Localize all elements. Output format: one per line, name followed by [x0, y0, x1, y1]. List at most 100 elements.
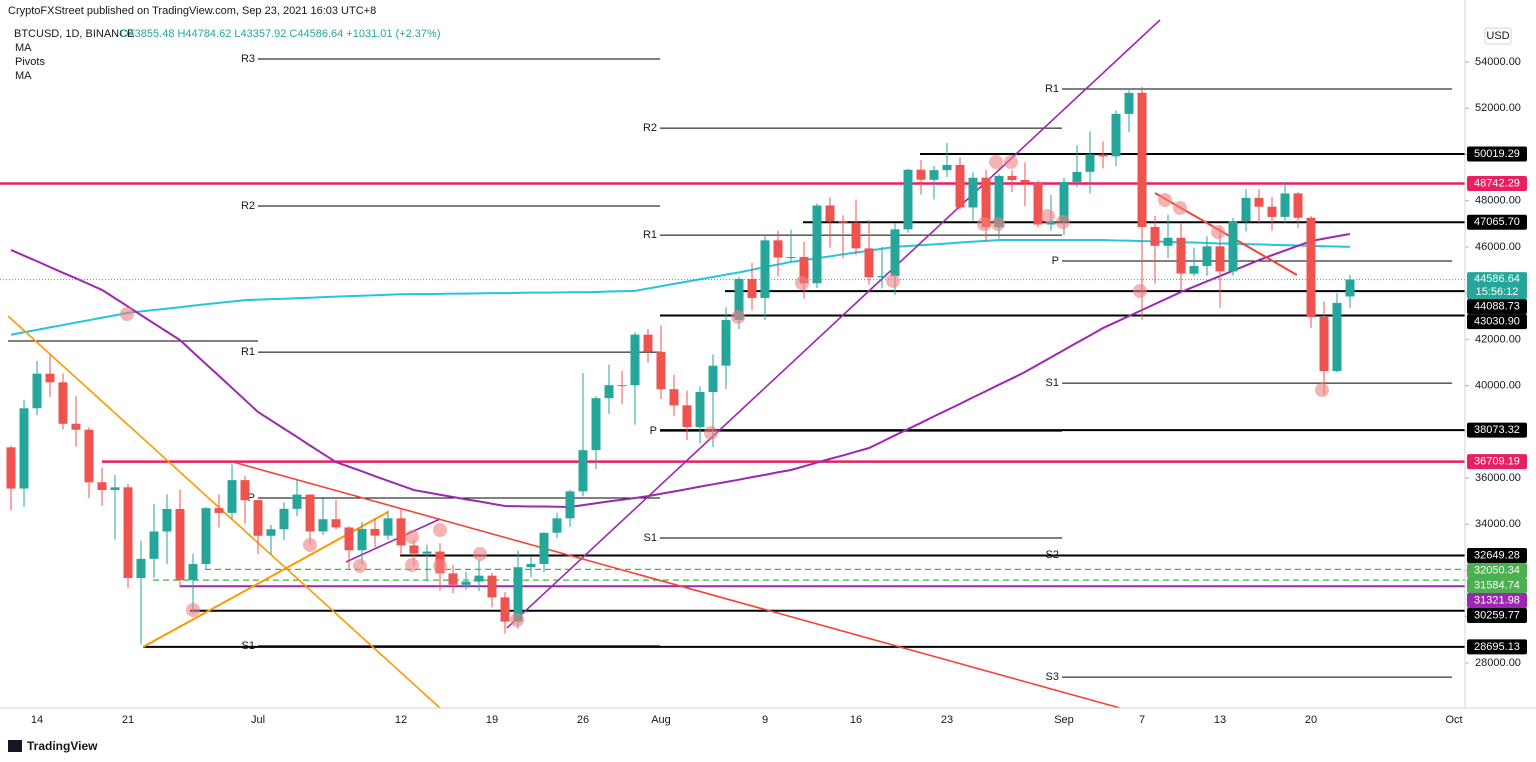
x-tick-label: Oct [1445, 714, 1462, 726]
candle-body [45, 373, 55, 383]
level-label: 30259.77 [1474, 609, 1520, 621]
candle-body [19, 408, 29, 489]
currency[interactable]: USD [1486, 30, 1509, 42]
moving-average [10, 232, 1351, 508]
level-label: 32050.34 [1474, 564, 1520, 576]
candle-body [71, 423, 81, 430]
trend-line [232, 461, 1121, 708]
candle-body [448, 573, 458, 585]
candle-body [708, 365, 718, 393]
levels-layer: R3R2R1PS1R2R1PS1R1PS1S2S3 [0, 53, 1465, 683]
candle-body [1111, 113, 1121, 157]
price-label-box [1467, 548, 1527, 564]
candle-body [97, 482, 107, 491]
pivot-label: R1 [241, 346, 255, 358]
candle-body [422, 551, 432, 554]
published-note: CryptoFXStreet published on TradingView.… [8, 5, 376, 17]
candle-body [1046, 221, 1056, 225]
candle-body [461, 581, 471, 585]
marker-circle [886, 274, 900, 288]
candle-body [669, 389, 679, 406]
candle-body [149, 531, 159, 559]
candle-body [760, 240, 770, 298]
y-tick-label: 40000.00 [1475, 380, 1521, 392]
symbol: BTCUSD, 1D, BINANCE [14, 28, 134, 40]
price-label-box [1467, 593, 1527, 609]
x-tick-label: 14 [31, 714, 43, 726]
x-tick-label: 13 [1214, 714, 1226, 726]
marker-circle [1173, 201, 1187, 215]
candle-body [1163, 237, 1173, 246]
pivot-label: S1 [242, 640, 255, 652]
candle-body [929, 170, 939, 180]
ohlc-legend: O43855.48 H44784.62 L43357.92 C44586.64 … [120, 28, 441, 40]
candle-body [955, 164, 965, 208]
candle-body [84, 429, 94, 483]
price-label-box [1467, 214, 1527, 230]
currency-box[interactable] [1484, 27, 1512, 45]
candle-body [903, 169, 913, 230]
candle-body [682, 405, 692, 428]
pivot-label: R2 [643, 122, 657, 134]
candle-body [864, 248, 874, 278]
candle-body [162, 508, 172, 532]
candle-body [1332, 302, 1342, 372]
last-price-label: 44586.64 [1474, 273, 1520, 285]
candle-body [721, 320, 731, 366]
candle-body [877, 276, 887, 278]
marker-circle [977, 217, 991, 231]
candle-body [643, 334, 653, 352]
candle-body [1150, 226, 1160, 246]
y-tick-label: 52000.00 [1475, 102, 1521, 114]
marker-circle [1056, 215, 1070, 229]
pivot-label: S1 [1046, 377, 1059, 389]
pivot-label: P [1052, 255, 1059, 267]
candle-body [1007, 175, 1017, 180]
x-tick-label: 12 [395, 714, 407, 726]
brand-logo [8, 740, 22, 752]
level-label: 43030.90 [1474, 315, 1520, 327]
y-tick-label: 54000.00 [1475, 56, 1521, 68]
marker-circle [303, 538, 317, 552]
candle-body [266, 529, 276, 536]
x-tick-label: Aug [651, 714, 671, 726]
axes: 14 21 Jul 12 19 26 Aug 9 16 23 Sep 7 13 20 Oct 28000.00… [31, 56, 1527, 726]
candle-body [357, 528, 367, 551]
candle-body [58, 382, 68, 424]
level-label: 32649.28 [1474, 549, 1520, 561]
price-label-box [1467, 639, 1527, 655]
candle-body [500, 597, 510, 622]
y-tick-label: 36000.00 [1475, 472, 1521, 484]
price-label-box [1467, 272, 1527, 300]
y-tick-label: 34000.00 [1475, 518, 1521, 530]
legend-ma: MA [15, 70, 32, 82]
x-tick-label: 21 [122, 714, 134, 726]
candle-body [552, 518, 562, 533]
candle-body [513, 567, 523, 622]
level-label: 47065.70 [1474, 216, 1520, 228]
candle-body [747, 278, 757, 298]
candle-body [279, 508, 289, 530]
level-label: 50019.29 [1474, 148, 1520, 160]
candle-body [214, 508, 224, 513]
candle-body [773, 240, 783, 258]
marker-circle [433, 523, 447, 537]
marker-circle [1315, 383, 1329, 397]
pivot-label: R1 [643, 229, 657, 241]
y-tick-label: 46000.00 [1475, 241, 1521, 253]
candle-body [981, 177, 991, 228]
candle-body [825, 205, 835, 222]
pivot-label: P [248, 492, 255, 504]
candle-body [1176, 237, 1186, 274]
candle-body [487, 575, 497, 598]
candle-body [253, 500, 263, 536]
marker-circle [731, 310, 745, 324]
candle-body [292, 494, 302, 509]
candle-body [1241, 197, 1251, 222]
level-label: 28695.13 [1474, 641, 1520, 653]
marker-circle [991, 217, 1005, 231]
x-tick-label: 26 [577, 714, 589, 726]
candle-body [136, 558, 146, 579]
